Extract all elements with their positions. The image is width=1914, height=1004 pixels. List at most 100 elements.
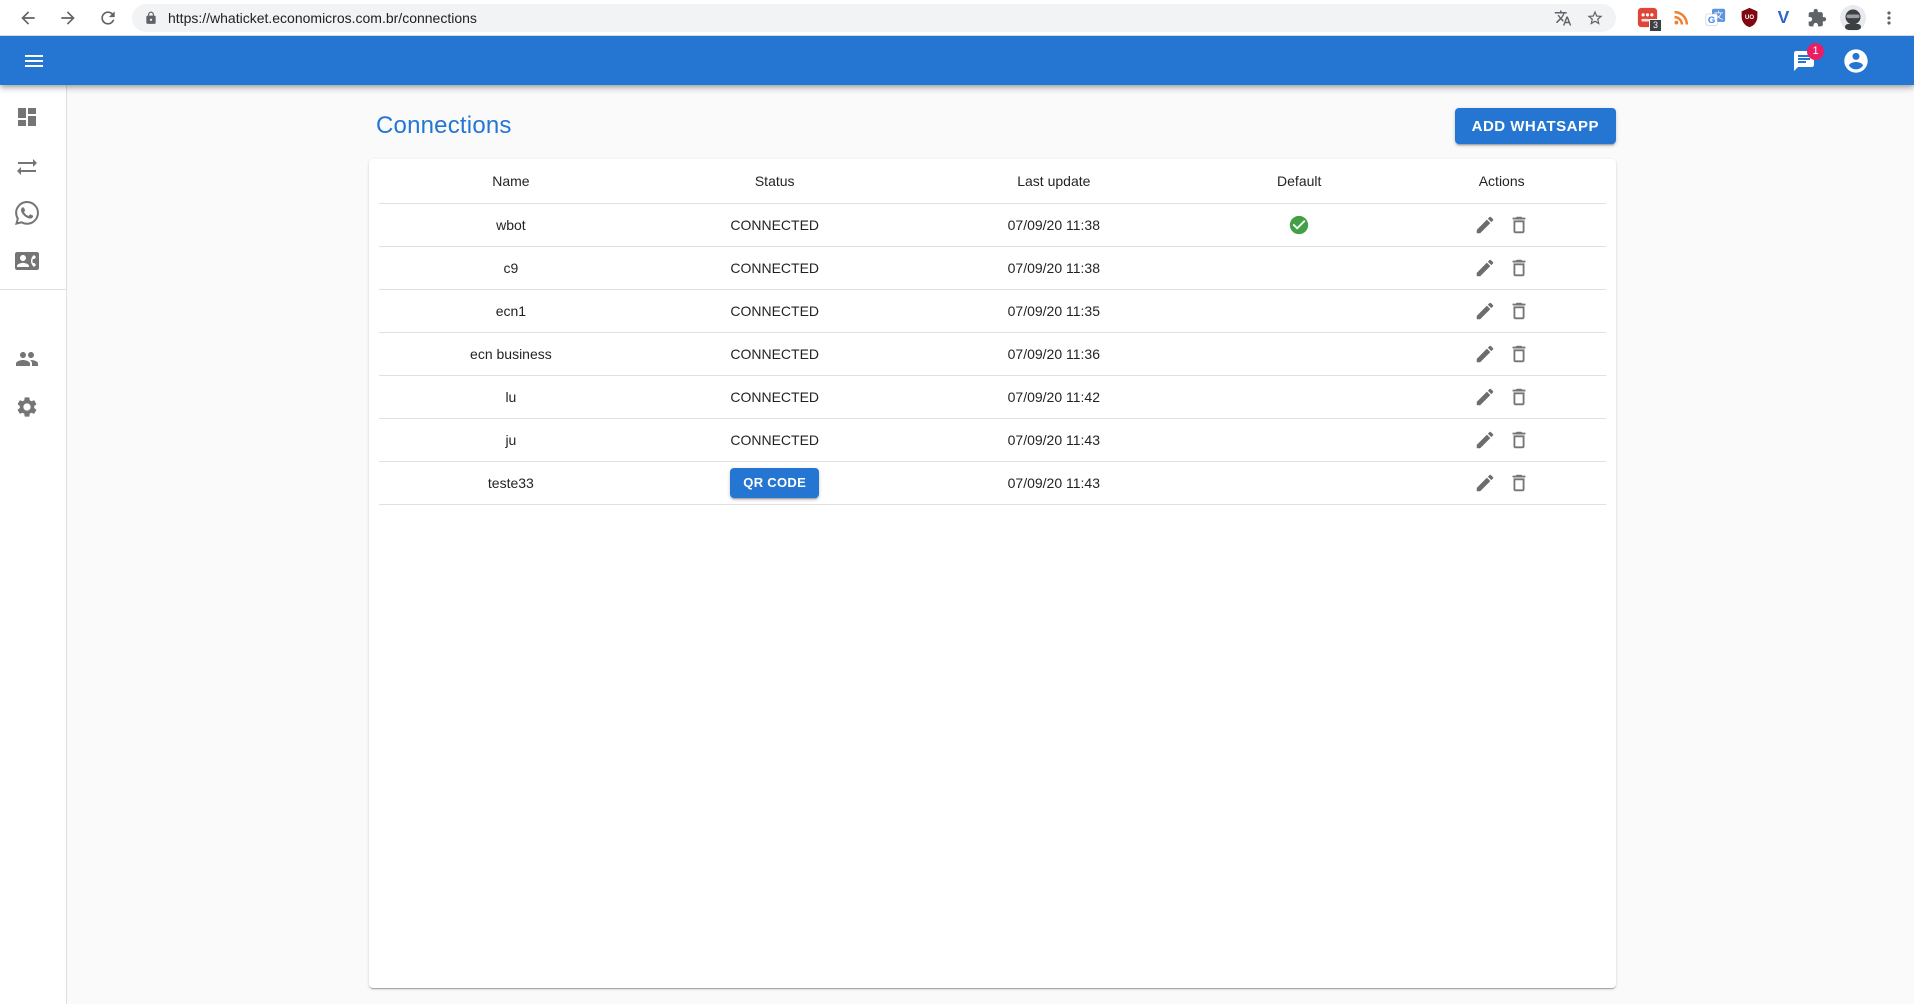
browser-menu-icon[interactable] [1878,7,1900,29]
cell-last-update: 07/09/20 11:38 [906,246,1202,290]
account-button[interactable] [1834,39,1878,83]
svg-text:G: G [1707,15,1714,26]
cell-default [1201,203,1398,247]
cell-name: teste33 [379,461,643,505]
lock-icon [146,11,156,24]
sidebar-item-users[interactable] [0,335,66,383]
cell-actions [1397,246,1606,290]
cell-status: CONNECTED [642,375,907,419]
default-check-icon [1290,215,1309,234]
cell-name: lu [379,375,643,419]
delete-button[interactable] [1504,340,1534,368]
edit-button[interactable] [1470,426,1500,454]
table-header-row: Name Status Last update Default Actions [379,159,1606,204]
reload-button[interactable] [88,2,128,34]
edit-button[interactable] [1470,383,1500,411]
delete-trash-icon [1512,388,1526,405]
cell-actions [1397,332,1606,376]
connections-table-body: wbot CONNECTED 07/09/20 11:38 c9 CONNECT… [379,203,1606,505]
sidebar-item-tickets[interactable] [0,141,66,189]
cell-default [1201,418,1398,462]
sidebar-divider [0,289,66,290]
delete-button[interactable] [1504,383,1534,411]
delete-trash-icon [1512,259,1526,276]
cell-status: CONNECTED [642,203,907,247]
forward-icon [61,10,75,25]
chat-icon [1794,50,1814,71]
connections-table: Name Status Last update Default Actions … [379,159,1606,505]
sidebar-item-whatsapp[interactable] [0,189,66,237]
edit-button[interactable] [1470,469,1500,497]
edit-button[interactable] [1470,254,1500,282]
back-button[interactable] [8,2,48,34]
address-bar[interactable]: https://whaticket.economicros.com.br/con… [132,3,1616,32]
table-row: wbot CONNECTED 07/09/20 11:38 [379,203,1606,247]
sidebar [0,85,67,1004]
profile-avatar-icon[interactable] [1840,4,1866,31]
table-row: ju CONNECTED 07/09/20 11:43 [379,418,1606,462]
bookmark-star-icon[interactable] [1586,9,1604,27]
delete-button[interactable] [1504,254,1534,282]
ublock-shield-icon[interactable]: UO [1738,7,1760,29]
cell-actions [1397,289,1606,333]
delete-button[interactable] [1504,297,1534,325]
delete-trash-icon [1512,302,1526,319]
cell-actions [1397,203,1606,247]
menu-icon [25,54,43,67]
qr-code-button[interactable]: QR CODE [730,467,820,498]
edit-button[interactable] [1470,340,1500,368]
forward-button[interactable] [48,2,88,34]
vimeo-icon[interactable]: V [1772,7,1794,29]
edit-button[interactable] [1470,211,1500,239]
menu-button[interactable] [12,39,56,83]
delete-button[interactable] [1504,469,1534,497]
header-default: Default [1201,159,1398,204]
cell-last-update: 07/09/20 11:43 [906,461,1202,505]
table-row: ecn business CONNECTED 07/09/20 11:36 [379,332,1606,376]
add-whatsapp-button[interactable]: ADD WHATSAPP [1454,108,1616,144]
status-text: CONNECTED [730,431,820,448]
header-name: Name [379,159,643,204]
chat-button[interactable]: 1 [1782,39,1826,83]
sidebar-item-settings[interactable] [0,383,66,431]
translate-page-icon[interactable] [1554,9,1572,27]
edit-button[interactable] [1470,297,1500,325]
edit-pencil-icon [1476,388,1493,405]
people-icon [16,352,38,366]
cell-status: QR CODE [642,461,907,505]
cell-default [1201,461,1398,505]
sidebar-item-dashboard[interactable] [0,93,66,141]
cell-actions [1397,418,1606,462]
extensions-puzzle-icon[interactable] [1806,7,1828,29]
delete-button[interactable] [1504,426,1534,454]
table-row: teste33 QR CODE 07/09/20 11:43 [379,461,1606,505]
table-row: c9 CONNECTED 07/09/20 11:38 [379,246,1606,290]
edit-pencil-icon [1476,474,1493,491]
cell-last-update: 07/09/20 11:38 [906,203,1202,247]
rss-icon[interactable] [1670,7,1692,29]
cell-last-update: 07/09/20 11:36 [906,332,1202,376]
dashboard-icon [18,108,36,126]
sidebar-spacer [0,295,66,335]
status-text: CONNECTED [730,216,820,233]
settings-gear-icon [17,397,37,417]
cell-default [1201,246,1398,290]
contact-phone-icon [15,252,39,270]
edit-pencil-icon [1476,431,1493,448]
cell-default [1201,289,1398,333]
cell-status: CONNECTED [642,418,907,462]
edit-pencil-icon [1476,302,1493,319]
delete-button[interactable] [1504,211,1534,239]
browser-toolbar: https://whaticket.economicros.com.br/con… [0,0,1914,36]
chat-badge: 1 [1807,42,1824,60]
sidebar-item-connections[interactable] [0,237,66,285]
cell-default [1201,375,1398,419]
cell-status: CONNECTED [642,289,907,333]
red-extension-icon[interactable]: 3 [1636,7,1662,32]
status-text: CONNECTED [730,259,820,276]
delete-trash-icon [1512,431,1526,448]
svg-text:UO: UO [1744,14,1753,21]
extension-badge: 3 [1649,18,1662,32]
